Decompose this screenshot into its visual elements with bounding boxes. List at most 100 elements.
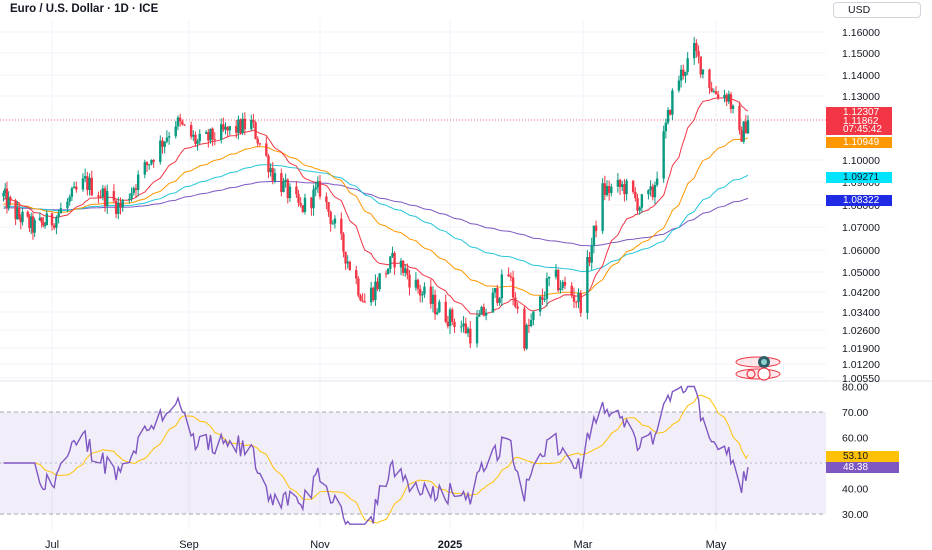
candle — [211, 127, 214, 147]
price-tick-label: 1.04200 — [842, 287, 880, 299]
candle — [4, 183, 7, 199]
candle — [167, 131, 171, 145]
candle — [699, 56, 702, 78]
candle — [647, 189, 650, 200]
candle — [460, 320, 463, 333]
candle — [625, 178, 628, 201]
rsi-badge: 48.38 — [826, 462, 899, 473]
candle — [640, 193, 644, 214]
earnings-icon[interactable] — [735, 367, 781, 381]
candle — [192, 130, 195, 141]
candle — [664, 118, 668, 139]
candle — [579, 290, 582, 317]
candle — [284, 173, 287, 188]
time-axis[interactable]: Jul Sep Nov 2025 Mar May — [45, 539, 727, 550]
candle — [429, 279, 433, 309]
candle — [453, 318, 456, 333]
candle — [43, 222, 47, 229]
price-tick-label: 1.01900 — [842, 343, 880, 355]
candle — [342, 232, 345, 258]
candle — [634, 187, 637, 202]
candle — [623, 178, 626, 202]
candle — [482, 303, 486, 317]
candle — [727, 90, 730, 104]
candle — [31, 212, 35, 240]
candle — [677, 75, 681, 93]
candle — [178, 113, 182, 127]
candle — [636, 193, 639, 215]
candle — [393, 251, 396, 275]
candle — [17, 202, 21, 220]
candle — [134, 183, 138, 198]
candle — [554, 264, 558, 280]
candle — [59, 202, 63, 214]
candle — [716, 90, 720, 101]
candle — [325, 192, 328, 210]
currency-button[interactable]: USD — [833, 2, 921, 18]
price-tick-label: 1.14000 — [842, 70, 880, 82]
candle — [509, 272, 513, 282]
candle — [159, 135, 162, 165]
candle — [414, 272, 418, 291]
candle — [269, 163, 272, 177]
candle — [33, 217, 36, 237]
candle — [496, 284, 499, 306]
candle — [559, 280, 562, 294]
rsi-tick-label: 80.00 — [842, 382, 868, 394]
candle — [462, 316, 465, 333]
time-tick-label: May — [706, 539, 727, 550]
candle — [256, 136, 259, 147]
candle — [491, 288, 495, 313]
candle — [161, 137, 164, 154]
candle — [469, 321, 472, 349]
candle — [88, 173, 91, 196]
candle — [55, 215, 58, 235]
candle — [610, 183, 613, 197]
candle — [222, 117, 225, 133]
candle — [9, 195, 12, 206]
candle — [226, 126, 229, 138]
candle — [83, 168, 87, 183]
candle — [529, 313, 533, 328]
price-badge: 1.08322 — [826, 195, 892, 206]
candle — [145, 161, 149, 172]
candle — [372, 286, 375, 302]
candle — [742, 120, 745, 144]
candle — [333, 215, 337, 229]
rsi-tick-label: 40.00 — [842, 484, 868, 496]
candle — [331, 220, 334, 225]
candle — [119, 197, 122, 215]
candle — [662, 125, 665, 183]
dividend-icon[interactable] — [735, 356, 781, 368]
candle — [731, 104, 735, 114]
candle — [355, 265, 358, 285]
candle — [621, 180, 624, 192]
candle — [265, 136, 268, 158]
candle — [50, 212, 54, 231]
candle — [258, 142, 262, 146]
candle — [340, 212, 343, 241]
candle — [19, 214, 22, 230]
rsi-badge: 53.10 — [826, 451, 899, 462]
price-tick-label: 1.01200 — [842, 359, 880, 371]
candle — [280, 168, 283, 197]
candle — [538, 295, 542, 317]
candle — [68, 194, 71, 206]
candle — [588, 251, 591, 267]
candle — [14, 198, 17, 226]
rsi-tick-label: 70.00 — [842, 407, 868, 419]
price-badge: 07:45:42 — [826, 124, 892, 135]
rsi-axis[interactable]: 80.00 70.00 60.00 40.00 30.00 — [842, 382, 868, 522]
candle — [117, 197, 120, 220]
candle — [121, 198, 124, 212]
candle — [106, 184, 109, 215]
chart-title[interactable]: Euro / U.S. Dollar · 1D · ICE — [10, 3, 159, 15]
price-axis[interactable]: 1.160001.150001.140001.130001.100001.090… — [842, 27, 880, 385]
candle — [431, 286, 435, 313]
candle — [695, 39, 698, 58]
candle — [318, 175, 322, 200]
candle — [475, 310, 479, 348]
candle — [2, 190, 5, 202]
candle — [484, 308, 488, 321]
